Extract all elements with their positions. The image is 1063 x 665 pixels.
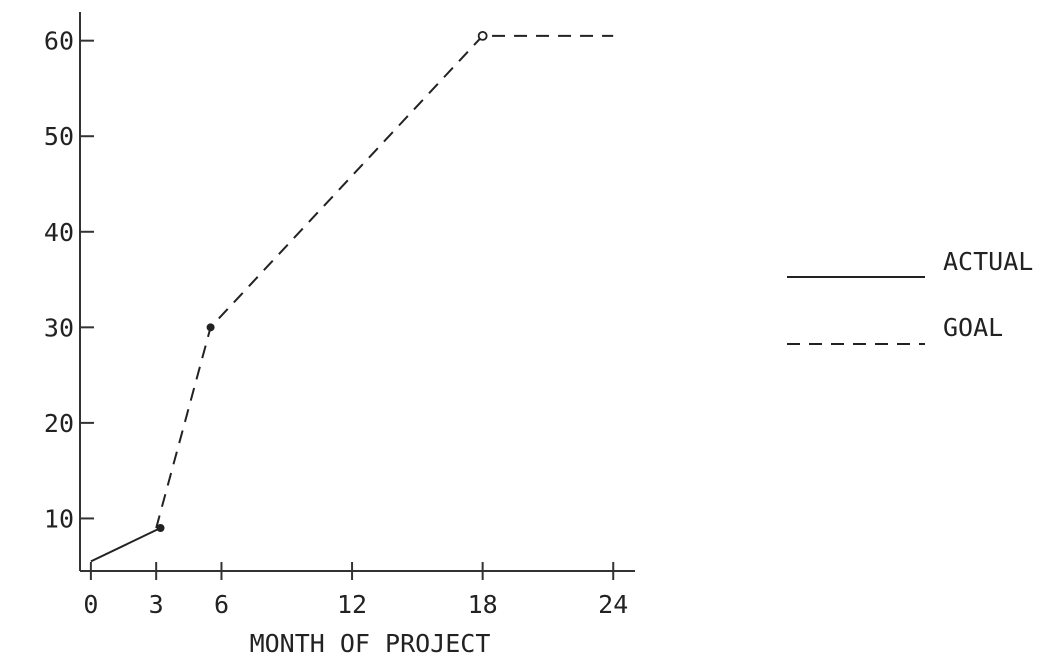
x-axis-label: MONTH OF PROJECT — [250, 629, 491, 658]
x-tick-label: 18 — [468, 590, 498, 619]
data-point-marker — [206, 323, 215, 332]
x-tick-label: 3 — [149, 590, 164, 619]
x-tick-label: 0 — [83, 590, 98, 619]
series-line-actual — [90, 527, 161, 563]
y-tick-label: 10 — [44, 504, 74, 533]
x-ticks: 0 3 6 12 18 24 — [83, 562, 628, 619]
legend: ACTUAL GOAL — [787, 247, 1033, 345]
y-tick-label: 40 — [44, 218, 74, 247]
axes — [79, 12, 635, 572]
y-tick-label: 60 — [44, 27, 74, 56]
data-point-marker — [477, 30, 488, 41]
x-tick-label: 24 — [598, 590, 628, 619]
series-layer — [90, 34, 614, 563]
legend-label-actual: ACTUAL — [943, 247, 1033, 276]
y-ticks: 10 20 30 40 50 60 — [44, 27, 94, 533]
x-tick-label: 12 — [337, 590, 367, 619]
y-tick-label: 50 — [44, 122, 74, 151]
y-tick-label: 30 — [44, 313, 74, 342]
series-line-goal — [155, 34, 614, 529]
x-tick-label: 6 — [214, 590, 229, 619]
data-point-marker — [156, 524, 165, 532]
legend-label-goal: GOAL — [943, 313, 1003, 342]
markers — [156, 30, 488, 532]
y-tick-label: 20 — [44, 409, 74, 438]
